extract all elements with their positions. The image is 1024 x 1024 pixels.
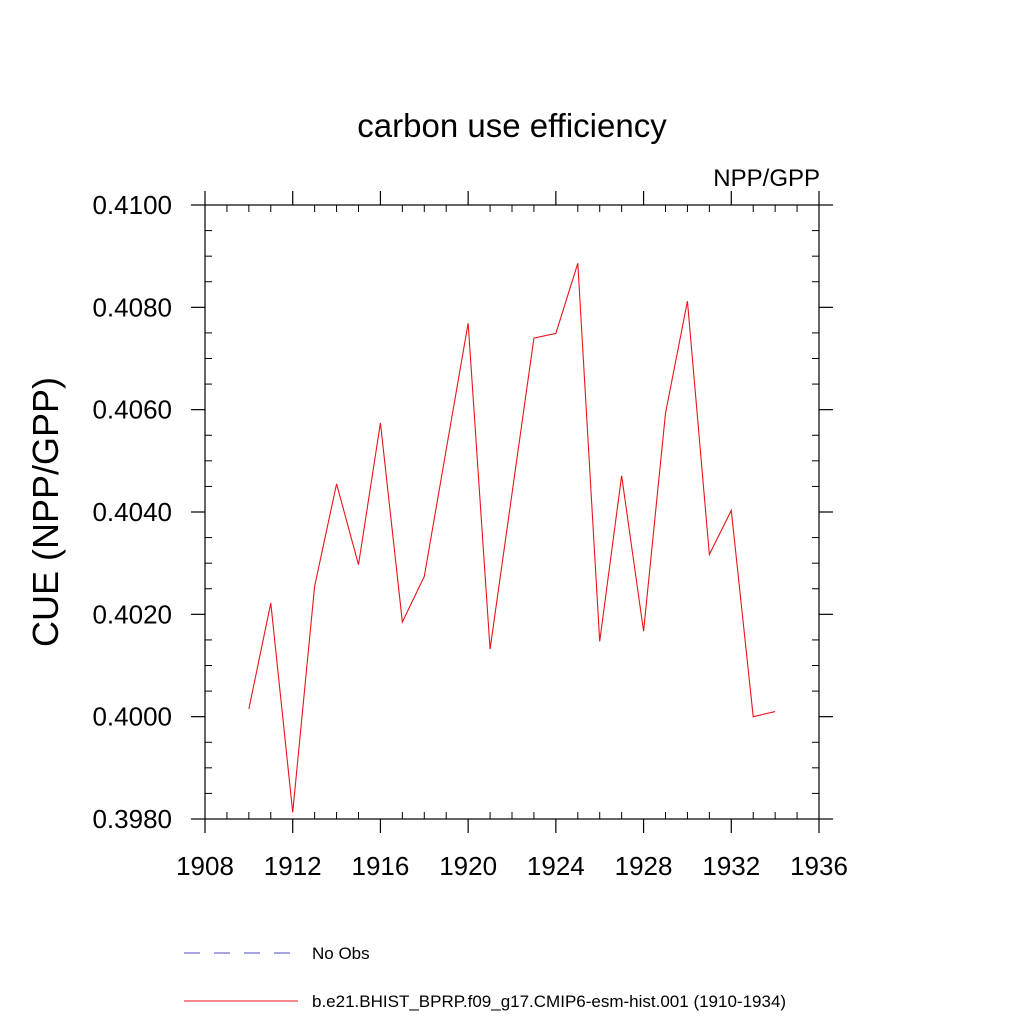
chart-subtitle: NPP/GPP [713, 165, 820, 192]
y-tick-label: 0.3980 [92, 804, 172, 834]
x-tick-label: 1908 [176, 851, 234, 881]
series-line-0 [248, 263, 776, 813]
x-tick-label: 1916 [352, 851, 410, 881]
axis-ticks [191, 191, 833, 833]
y-tick-label: 0.4000 [92, 702, 172, 732]
x-tick-label: 1932 [702, 851, 760, 881]
legend-label-1: b.e21.BHIST_BPRP.f09_g17.CMIP6-esm-hist.… [312, 992, 786, 1011]
legend: No Obs b.e21.BHIST_BPRP.f09_g17.CMIP6-esm… [184, 944, 786, 1011]
x-tick-label: 1936 [790, 851, 848, 881]
chart-title: carbon use efficiency [357, 107, 667, 144]
series-layer [248, 263, 776, 813]
x-tick-label: 1928 [615, 851, 673, 881]
y-tick-label: 0.4100 [92, 190, 172, 220]
plot-frame [204, 204, 820, 820]
legend-label-0: No Obs [312, 944, 370, 963]
y-tick-label: 0.4040 [92, 497, 172, 527]
y-tick-label: 0.4060 [92, 395, 172, 425]
x-tick-label: 1920 [439, 851, 497, 881]
tick-labels: 1908 1912 1916 1920 1924 1928 1932 1936 0.3980 0.… [92, 190, 847, 881]
x-tick-label: 1912 [264, 851, 322, 881]
x-tick-label: 1924 [527, 851, 585, 881]
y-tick-label: 0.4080 [92, 292, 172, 322]
y-axis-label: CUE (NPP/GPP) [25, 377, 66, 647]
y-tick-label: 0.4020 [92, 599, 172, 629]
